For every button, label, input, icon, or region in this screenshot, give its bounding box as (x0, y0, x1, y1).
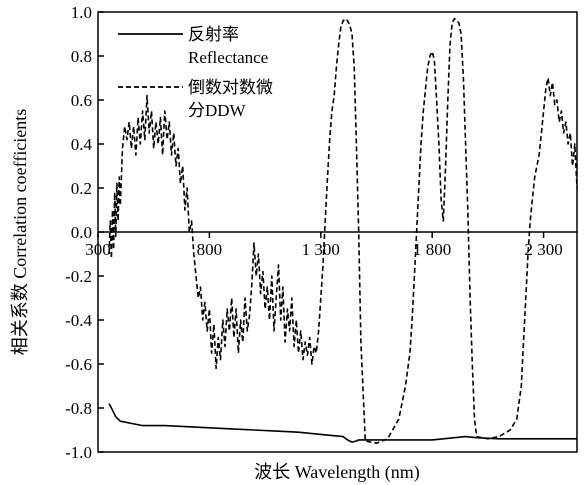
legend-label-ddw-line1: 倒数对数微 (188, 78, 273, 97)
tick-labels: -1.0 -0.8 -0.6 -0.4 -0.2 0.0 0.2 0.4 0.6 0.8 1.0 30… (65, 3, 563, 462)
ddw-series-line (108, 17, 578, 445)
y-tick-label: -0.6 (65, 355, 92, 374)
x-axis-title: 波长 Wavelength (nm) (254, 462, 420, 483)
series-layer (108, 17, 578, 445)
y-tick-label: -1.0 (65, 443, 92, 462)
y-tick-label: -0.2 (65, 267, 92, 286)
y-tick-label: 0.2 (71, 179, 92, 198)
x-tick-label: 1 300 (302, 240, 340, 259)
x-tick-label: 2 300 (524, 240, 562, 259)
legend-label-reflectance-line2: Reflectance (188, 48, 268, 67)
y-tick-label: 0.0 (71, 223, 92, 242)
x-tick-label: 800 (197, 240, 223, 259)
y-tick-label: 0.8 (71, 47, 92, 66)
y-tick-label: -0.4 (65, 311, 92, 330)
y-tick-label: 1.0 (71, 3, 92, 22)
x-tick-label: 300 (85, 240, 111, 259)
x-tick-label: 1 800 (413, 240, 451, 259)
y-tick-label: 0.6 (71, 91, 92, 110)
legend: 反射率 Reflectance 倒数对数微 分DDW (118, 25, 273, 120)
y-tick-label: 0.4 (71, 135, 93, 154)
reflectance-series-line (108, 403, 577, 443)
y-axis-title: 相关系数 Correlation coefficients (10, 109, 30, 356)
tick-marks (97, 11, 545, 453)
legend-label-reflectance-line1: 反射率 (188, 25, 239, 44)
y-tick-label: -0.8 (65, 399, 92, 418)
legend-label-ddw-line2: 分DDW (188, 101, 247, 120)
